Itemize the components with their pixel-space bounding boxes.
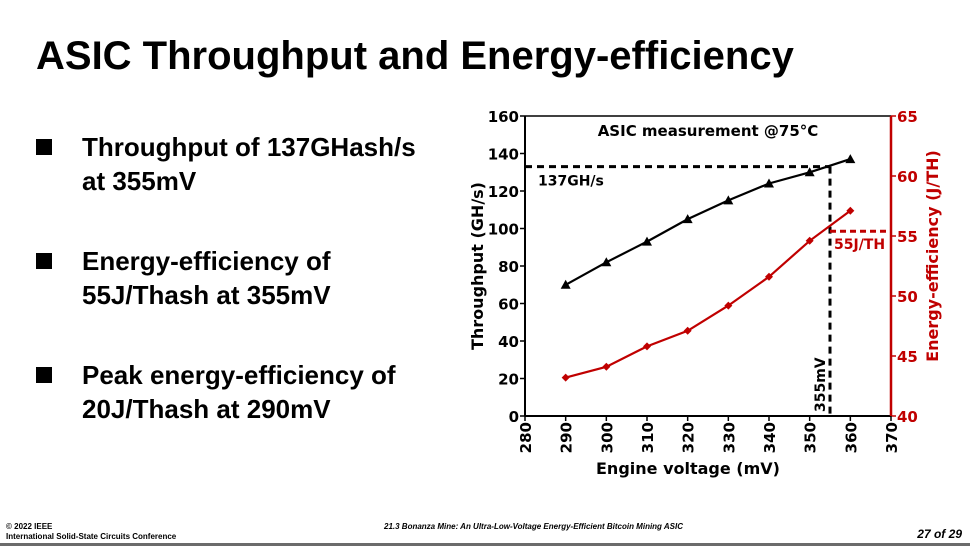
- y2-axis-label: Energy-efficiency (J/TH): [923, 150, 942, 362]
- series-2-point: [643, 342, 651, 351]
- y2-tick-label: 55: [897, 228, 918, 246]
- y2-tick-label: 65: [897, 108, 918, 126]
- series-2-point: [683, 326, 692, 335]
- y-tick-label: 20: [498, 371, 519, 389]
- y2-tick-label: 40: [897, 408, 918, 426]
- series-2-point: [724, 301, 733, 310]
- footer-conference: International Solid-State Circuits Confe…: [6, 532, 177, 541]
- series-2-point: [561, 373, 570, 382]
- bullet-square-icon: [36, 367, 52, 383]
- y-tick-label: 160: [488, 108, 519, 126]
- x-axis-label: Engine voltage (mV): [596, 459, 780, 478]
- bottom-rule: [0, 543, 970, 546]
- y-tick-label: 140: [488, 146, 519, 164]
- bullet-text: Energy-efficiency of: [82, 246, 331, 276]
- x-tick-label: 330: [720, 422, 738, 453]
- x-tick-label: 290: [558, 422, 576, 453]
- bullet-text: Peak energy-efficiency of: [82, 360, 396, 390]
- x-tick-label: 280: [517, 422, 535, 453]
- series-1-point: [682, 214, 693, 224]
- y-tick-label: 120: [488, 183, 519, 201]
- series-1-point: [723, 195, 734, 205]
- bullet-text: 55J/Thash at 355mV: [82, 280, 331, 310]
- footer-copyright: © 2022 IEEE: [6, 522, 53, 531]
- x-tick-label: 320: [680, 422, 698, 453]
- series-2-point: [805, 236, 814, 245]
- bullet-text: Throughput of 137GHash/s: [82, 132, 416, 162]
- page-number: 27 of 29: [917, 527, 962, 541]
- y-tick-label: 0: [509, 408, 519, 426]
- series-2-point: [765, 272, 773, 281]
- footer-left: © 2022 IEEE International Solid-State Ci…: [6, 522, 176, 542]
- series-2-point: [602, 362, 611, 371]
- x-tick-label: 350: [802, 422, 820, 453]
- bullet-text: at 355mV: [82, 166, 197, 196]
- y-tick-label: 100: [488, 221, 519, 239]
- series-2-point: [846, 206, 855, 215]
- annotation-voltage-label: 355mV: [813, 357, 829, 412]
- bullet-throughput: Throughput of 137GHash/s at 355mV: [36, 130, 476, 198]
- annotation-efficiency-label: 55J/TH: [834, 237, 885, 253]
- bullet-energy-efficiency: Energy-efficiency of 55J/Thash at 355mV: [36, 244, 476, 312]
- series-1-point: [804, 167, 815, 177]
- bullet-square-icon: [36, 253, 52, 269]
- series-1-point: [642, 236, 652, 246]
- x-tick-label: 300: [598, 422, 616, 453]
- chart-title: ASIC measurement @75°C: [598, 122, 819, 140]
- series-1-point: [560, 279, 571, 289]
- footer-paper-title: 21.3 Bonanza Mine: An Ultra-Low-Voltage …: [384, 522, 683, 531]
- y-tick-label: 80: [498, 258, 519, 276]
- series-1-point: [601, 257, 612, 267]
- series-1-point: [845, 154, 856, 164]
- y-tick-label: 60: [498, 296, 519, 314]
- y2-tick-label: 45: [897, 348, 918, 366]
- series-line-2: [565, 209, 851, 379]
- slide-title: ASIC Throughput and Energy-efficiency: [36, 34, 794, 78]
- annotation-throughput-label: 137GH/s: [538, 174, 604, 190]
- series-1-point: [764, 178, 774, 188]
- y2-tick-label: 60: [897, 168, 918, 186]
- y-tick-label: 40: [498, 333, 519, 351]
- x-tick-label: 340: [761, 422, 779, 453]
- x-tick-label: 360: [842, 422, 860, 453]
- series-line-1: [565, 158, 851, 286]
- bullet-square-icon: [36, 139, 52, 155]
- x-tick-label: 310: [639, 422, 657, 453]
- bullet-text: 20J/Thash at 290mV: [82, 394, 331, 424]
- x-tick-label: 370: [883, 422, 901, 453]
- bullet-peak-efficiency: Peak energy-efficiency of 20J/Thash at 2…: [36, 358, 476, 426]
- y-axis-label: Throughput (GH/s): [468, 182, 487, 350]
- y2-tick-label: 50: [897, 288, 918, 306]
- bullet-list: Throughput of 137GHash/s at 355mV Energy…: [36, 130, 476, 472]
